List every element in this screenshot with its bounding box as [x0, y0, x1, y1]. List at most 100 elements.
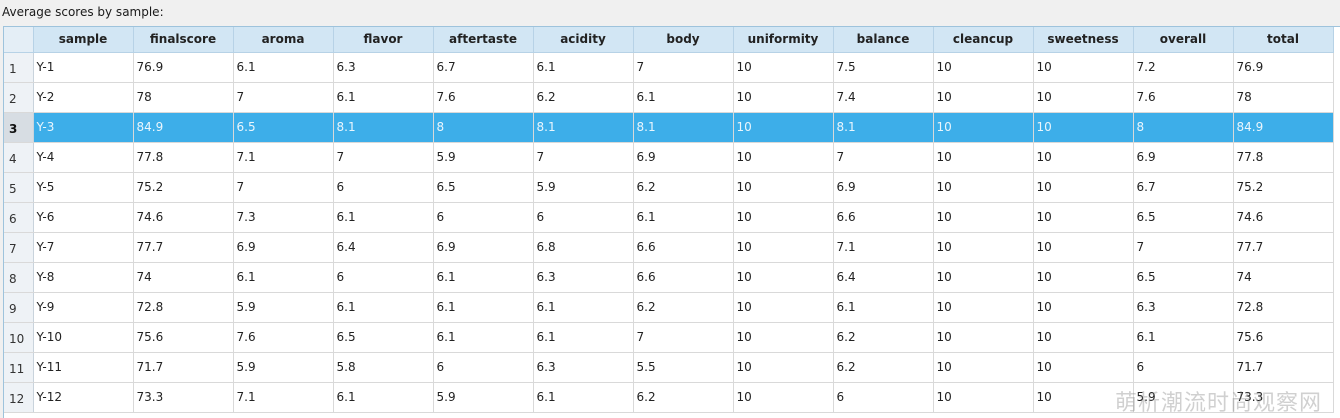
- cell-body[interactable]: 6.2: [633, 172, 733, 202]
- cell-cleancup[interactable]: 10: [933, 52, 1033, 82]
- row-number[interactable]: 9: [4, 292, 33, 322]
- cell-overall[interactable]: 6.5: [1133, 262, 1233, 292]
- cell-body[interactable]: 6.2: [633, 382, 733, 412]
- cell-total[interactable]: 77.7: [1233, 232, 1333, 262]
- cell-cleancup[interactable]: 10: [933, 112, 1033, 142]
- cell-aftertaste[interactable]: 6: [433, 352, 533, 382]
- cell-overall[interactable]: 7: [1133, 232, 1233, 262]
- corner-cell[interactable]: [4, 27, 33, 52]
- cell-uniformity[interactable]: 10: [733, 142, 833, 172]
- cell-total[interactable]: 74: [1233, 262, 1333, 292]
- cell-overall[interactable]: 7.2: [1133, 52, 1233, 82]
- row-number[interactable]: 4: [4, 142, 33, 172]
- cell-body[interactable]: 7: [633, 52, 733, 82]
- column-header-balance[interactable]: balance: [833, 27, 933, 52]
- cell-overall[interactable]: 6.9: [1133, 142, 1233, 172]
- row-number[interactable]: 2: [4, 82, 33, 112]
- cell-sweetness[interactable]: 10: [1033, 82, 1133, 112]
- cell-sweetness[interactable]: 10: [1033, 262, 1133, 292]
- cell-overall[interactable]: 6.3: [1133, 292, 1233, 322]
- cell-sample[interactable]: Y-1: [33, 52, 133, 82]
- cell-overall[interactable]: 8: [1133, 112, 1233, 142]
- cell-aroma[interactable]: 7: [233, 172, 333, 202]
- cell-finalscore[interactable]: 75.6: [133, 322, 233, 352]
- cell-aftertaste[interactable]: 6.1: [433, 262, 533, 292]
- cell-flavor[interactable]: 6.4: [333, 232, 433, 262]
- row-number[interactable]: 10: [4, 322, 33, 352]
- row-number[interactable]: 12: [4, 382, 33, 412]
- cell-cleancup[interactable]: 10: [933, 262, 1033, 292]
- cell-uniformity[interactable]: 10: [733, 262, 833, 292]
- cell-aftertaste[interactable]: 6: [433, 202, 533, 232]
- cell-sample[interactable]: Y-4: [33, 142, 133, 172]
- cell-balance[interactable]: 6.2: [833, 352, 933, 382]
- cell-finalscore[interactable]: 73.3: [133, 382, 233, 412]
- column-header-overall[interactable]: overall: [1133, 27, 1233, 52]
- cell-aftertaste[interactable]: 6.7: [433, 52, 533, 82]
- cell-flavor[interactable]: 6.3: [333, 52, 433, 82]
- cell-uniformity[interactable]: 10: [733, 382, 833, 412]
- column-header-aroma[interactable]: aroma: [233, 27, 333, 52]
- cell-cleancup[interactable]: 10: [933, 352, 1033, 382]
- row-number[interactable]: 7: [4, 232, 33, 262]
- cell-finalscore[interactable]: 74: [133, 262, 233, 292]
- cell-aroma[interactable]: 6.1: [233, 262, 333, 292]
- cell-sweetness[interactable]: 10: [1033, 292, 1133, 322]
- cell-flavor[interactable]: 6.1: [333, 292, 433, 322]
- cell-aroma[interactable]: 5.9: [233, 292, 333, 322]
- row-number[interactable]: 3: [4, 112, 33, 142]
- cell-finalscore[interactable]: 74.6: [133, 202, 233, 232]
- cell-aftertaste[interactable]: 7.6: [433, 82, 533, 112]
- cell-finalscore[interactable]: 71.7: [133, 352, 233, 382]
- cell-acidity[interactable]: 6.1: [533, 382, 633, 412]
- cell-body[interactable]: 6.2: [633, 292, 733, 322]
- cell-flavor[interactable]: 6.1: [333, 82, 433, 112]
- cell-balance[interactable]: 6.2: [833, 322, 933, 352]
- cell-flavor[interactable]: 6.5: [333, 322, 433, 352]
- cell-total[interactable]: 71.7: [1233, 352, 1333, 382]
- cell-sweetness[interactable]: 10: [1033, 202, 1133, 232]
- cell-total[interactable]: 73.3: [1233, 382, 1333, 412]
- cell-sample[interactable]: Y-7: [33, 232, 133, 262]
- cell-cleancup[interactable]: 10: [933, 172, 1033, 202]
- cell-flavor[interactable]: 6: [333, 262, 433, 292]
- cell-sample[interactable]: Y-10: [33, 322, 133, 352]
- cell-aftertaste[interactable]: 5.9: [433, 382, 533, 412]
- cell-total[interactable]: 76.9: [1233, 52, 1333, 82]
- cell-aftertaste[interactable]: 8: [433, 112, 533, 142]
- column-header-cleancup[interactable]: cleancup: [933, 27, 1033, 52]
- cell-sweetness[interactable]: 10: [1033, 322, 1133, 352]
- column-header-flavor[interactable]: flavor: [333, 27, 433, 52]
- row-number[interactable]: 8: [4, 262, 33, 292]
- cell-aroma[interactable]: 6.1: [233, 52, 333, 82]
- column-header-sample[interactable]: sample: [33, 27, 133, 52]
- cell-cleancup[interactable]: 10: [933, 292, 1033, 322]
- cell-acidity[interactable]: 6.1: [533, 52, 633, 82]
- cell-body[interactable]: 5.5: [633, 352, 733, 382]
- cell-balance[interactable]: 6.6: [833, 202, 933, 232]
- cell-total[interactable]: 78: [1233, 82, 1333, 112]
- cell-balance[interactable]: 6.1: [833, 292, 933, 322]
- cell-acidity[interactable]: 6.1: [533, 292, 633, 322]
- cell-acidity[interactable]: 5.9: [533, 172, 633, 202]
- column-header-sweetness[interactable]: sweetness: [1033, 27, 1133, 52]
- cell-total[interactable]: 72.8: [1233, 292, 1333, 322]
- row-number[interactable]: 6: [4, 202, 33, 232]
- cell-body[interactable]: 7: [633, 322, 733, 352]
- cell-aroma[interactable]: 7.1: [233, 382, 333, 412]
- cell-balance[interactable]: 8.1: [833, 112, 933, 142]
- cell-sweetness[interactable]: 10: [1033, 142, 1133, 172]
- cell-aftertaste[interactable]: 6.1: [433, 292, 533, 322]
- cell-finalscore[interactable]: 77.8: [133, 142, 233, 172]
- cell-flavor[interactable]: 6.1: [333, 202, 433, 232]
- cell-uniformity[interactable]: 10: [733, 322, 833, 352]
- cell-uniformity[interactable]: 10: [733, 352, 833, 382]
- cell-acidity[interactable]: 6.3: [533, 262, 633, 292]
